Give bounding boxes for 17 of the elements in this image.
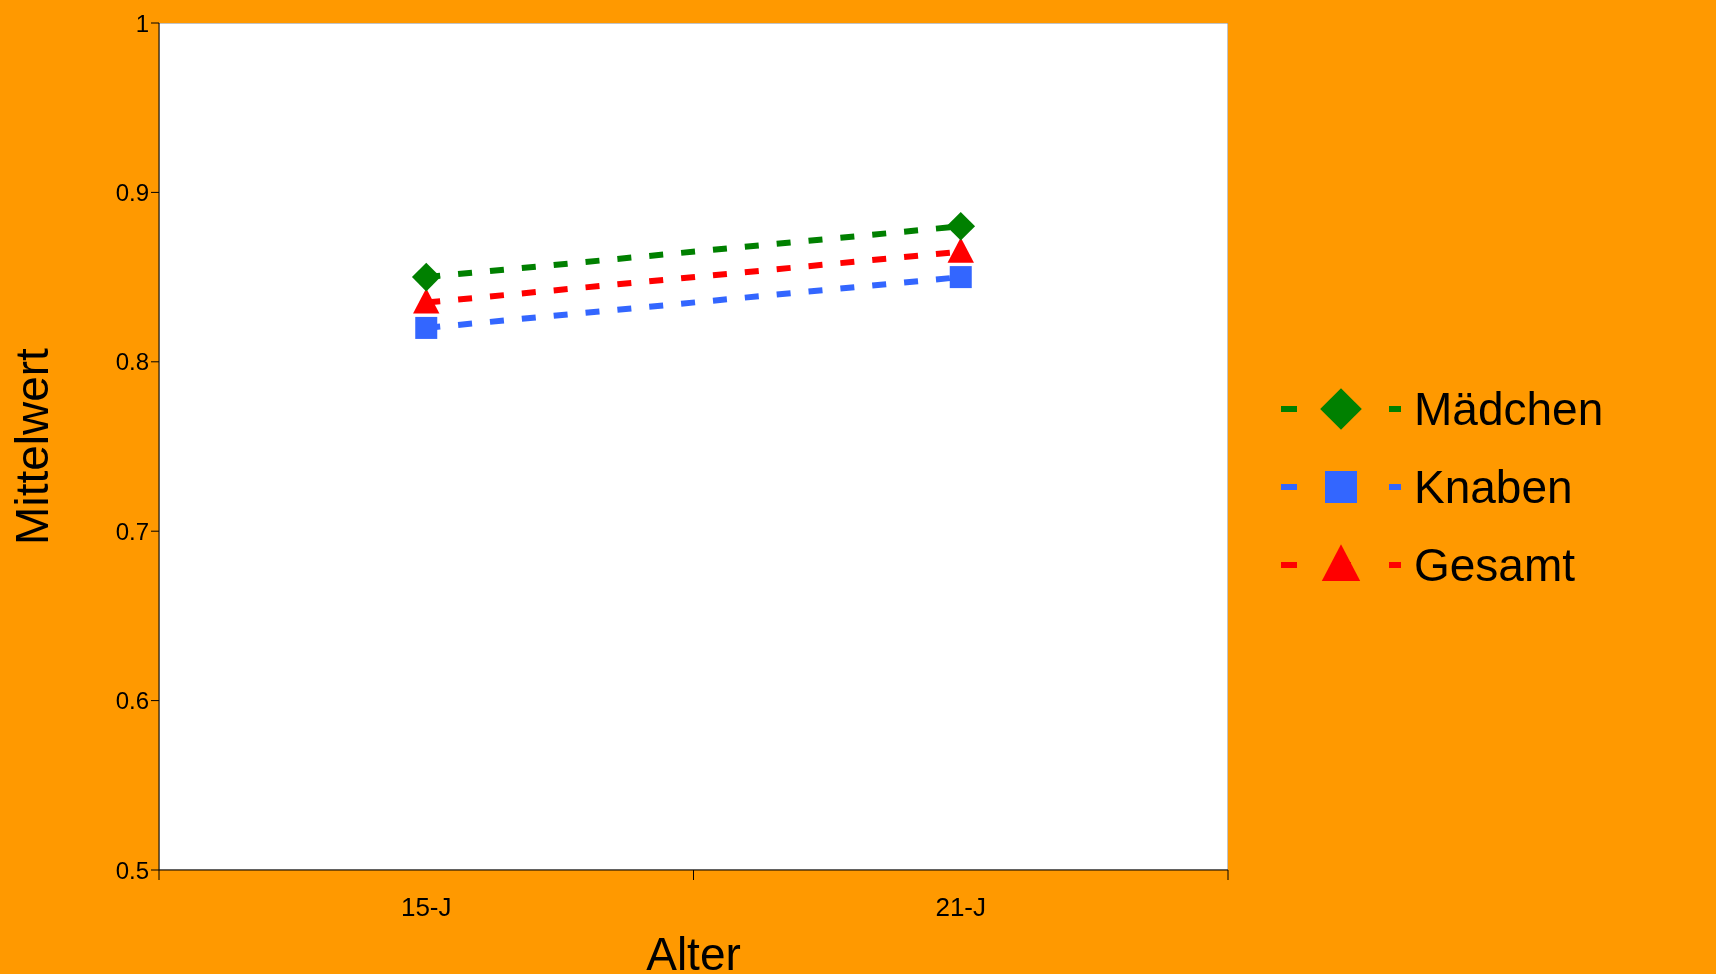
y-tick-label: 0.7 bbox=[115, 517, 149, 545]
y-tick-label: 0.6 bbox=[115, 687, 149, 715]
legend-label: Mädchen bbox=[1414, 382, 1604, 436]
y-axis-title: Mittelwert bbox=[6, 347, 59, 545]
point bbox=[415, 316, 438, 339]
point bbox=[411, 262, 441, 292]
x-tick-label: 15-J bbox=[400, 892, 452, 922]
point bbox=[946, 211, 976, 241]
y-tick-label: 0.5 bbox=[115, 856, 149, 884]
point bbox=[949, 266, 972, 289]
x-axis-title: Alter bbox=[646, 928, 741, 974]
y-tick-label: 0.8 bbox=[115, 348, 149, 376]
y-tick-label: 0.9 bbox=[115, 178, 149, 206]
y-tick-label: 1 bbox=[135, 9, 149, 37]
x-tick-label: 21-J bbox=[935, 892, 987, 922]
legend-label: Gesamt bbox=[1414, 538, 1576, 592]
legend-label: Knaben bbox=[1414, 460, 1573, 514]
